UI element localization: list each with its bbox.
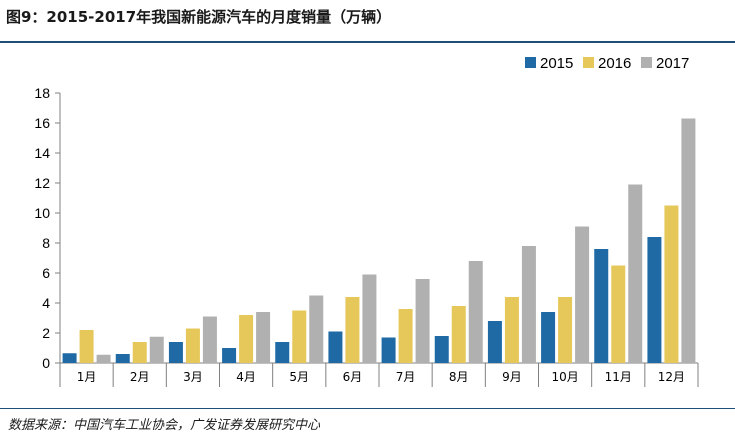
bar-2016 <box>345 297 360 363</box>
top-divider <box>0 41 735 43</box>
legend-label-2015: 2015 <box>540 55 573 72</box>
bar-2015 <box>487 321 502 363</box>
bar-2016 <box>558 297 573 363</box>
y-tick-label: 0 <box>42 355 50 371</box>
bar-2015 <box>434 336 449 363</box>
legend-swatch-2017 <box>641 57 652 68</box>
bottom-divider <box>0 408 735 409</box>
legend-swatch-2016 <box>583 57 594 68</box>
bar-2015 <box>275 342 290 363</box>
x-category-label: 4月 <box>236 370 256 384</box>
y-tick-label: 4 <box>42 295 50 311</box>
bar-2017 <box>521 246 536 363</box>
y-tick-label: 6 <box>42 265 50 281</box>
bar-2017 <box>681 118 696 363</box>
x-category-label: 5月 <box>289 370 309 384</box>
x-category-label: 2月 <box>130 370 150 384</box>
legend-swatch-2015 <box>525 57 536 68</box>
x-category-label: 9月 <box>502 370 522 384</box>
y-tick-label: 14 <box>34 145 50 161</box>
chart-title: 图9：2015-2017年我国新能源汽车的月度销量（万辆） <box>6 8 392 26</box>
bar-2016 <box>664 205 679 363</box>
bar-2015 <box>115 354 130 363</box>
bar-2015 <box>541 312 556 363</box>
x-category-label: 10月 <box>551 370 578 384</box>
bar-2017 <box>362 274 377 363</box>
bar-2016 <box>292 310 307 363</box>
bar-2015 <box>328 331 343 363</box>
bar-2015 <box>647 237 662 363</box>
x-category-label: 1月 <box>77 370 97 384</box>
x-category-label: 11月 <box>605 370 632 384</box>
bar-2017 <box>202 316 217 363</box>
x-category-label: 3月 <box>183 370 203 384</box>
bar-2016 <box>185 328 200 363</box>
y-tick-label: 18 <box>34 85 50 101</box>
bar-2015 <box>222 348 237 363</box>
bar-2015 <box>62 353 77 363</box>
bar-2017 <box>96 354 111 363</box>
bar-2015 <box>381 337 396 363</box>
legend-label-2017: 2017 <box>656 55 689 72</box>
x-category-label: 12月 <box>658 370 685 384</box>
bar-2017 <box>575 226 590 363</box>
x-category-label: 6月 <box>343 370 363 384</box>
source-note: 数据来源：中国汽车工业协会，广发证券发展研究中心 <box>8 418 321 433</box>
bar-2017 <box>309 295 324 363</box>
x-category-label: 7月 <box>396 370 416 384</box>
bar-2016 <box>451 306 466 363</box>
bar-2016 <box>504 297 519 363</box>
y-tick-label: 10 <box>34 205 50 221</box>
y-tick-label: 8 <box>42 235 50 251</box>
legend-label-2016: 2016 <box>598 55 631 72</box>
bar-2017 <box>149 336 164 363</box>
bar-2017 <box>468 261 483 363</box>
y-tick-label: 2 <box>42 325 50 341</box>
bar-2016 <box>132 342 147 363</box>
bar-2016 <box>79 330 94 363</box>
bar-2017 <box>256 312 271 363</box>
bar-2015 <box>594 249 609 363</box>
bar-2016 <box>239 315 254 363</box>
bar-2016 <box>398 309 413 363</box>
y-tick-label: 12 <box>34 175 50 191</box>
bar-2016 <box>611 265 626 363</box>
x-category-label: 8月 <box>449 370 469 384</box>
bar-2017 <box>415 279 430 363</box>
y-tick-label: 16 <box>34 115 50 131</box>
bar-chart: 0 2 4 6 8 10 12 14 16 18 1月 2月 3月 4月 5月 6月 7月 8月 9月 10月 11月 1… <box>34 55 699 387</box>
bar-2017 <box>628 184 643 363</box>
bar-2015 <box>168 342 183 363</box>
